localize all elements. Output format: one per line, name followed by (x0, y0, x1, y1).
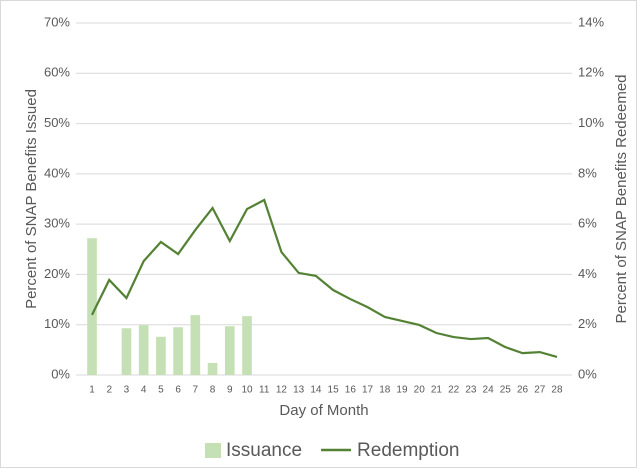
y2-tick-label: 0% (578, 366, 597, 381)
x-tick-label: 6 (175, 385, 181, 396)
x-tick-label: 17 (362, 385, 374, 396)
y-tick-label: 20% (44, 266, 70, 281)
x-tick-label: 3 (124, 385, 130, 396)
x-tick-label: 16 (345, 385, 357, 396)
bar (190, 315, 201, 375)
x-tick-label: 19 (396, 385, 408, 396)
x-tick-label: 8 (210, 385, 216, 396)
y-tick-label: 70% (44, 14, 70, 29)
x-tick-label: 1 (89, 385, 95, 396)
y2-tick-label: 6% (578, 216, 597, 231)
x-tick-label: 23 (465, 385, 477, 396)
bar (156, 336, 166, 375)
y-tick-label: 30% (44, 216, 70, 231)
y2-tick-label: 12% (578, 65, 604, 80)
bar (173, 327, 183, 375)
x-tick-label: 9 (227, 385, 233, 396)
y2-axis-title: Percent of SNAP Benefits Redeemed (613, 74, 630, 323)
x-tick-label: 26 (517, 385, 529, 396)
x-tick-label: 2 (106, 385, 112, 396)
y2-tick-label: 2% (578, 316, 597, 331)
x-tick-label: 10 (241, 385, 253, 396)
y-tick-label: 60% (44, 65, 70, 80)
bar (224, 326, 235, 375)
bar (207, 362, 218, 375)
y-tick-label: 40% (44, 165, 70, 180)
y2-tick-label: 4% (578, 266, 597, 281)
y-tick-label: 50% (44, 115, 70, 130)
x-tick-label: 13 (293, 385, 305, 396)
x-tick-label: 24 (483, 385, 495, 396)
bar (138, 325, 149, 375)
x-tick-label: 4 (141, 385, 147, 396)
x-tick-label: 7 (193, 385, 199, 396)
y-tick-label: 0% (51, 366, 70, 381)
legend-label: Issuance (226, 440, 302, 461)
x-tick-label: 28 (551, 385, 563, 396)
x-tick-label: 22 (448, 385, 460, 396)
x-tick-label: 20 (414, 385, 426, 396)
y-axis-title: Percent of SNAP Benefits Issued (23, 89, 40, 309)
legend-swatch (205, 443, 221, 458)
x-tick-label: 12 (276, 385, 288, 396)
x-tick-label: 18 (379, 385, 391, 396)
legend-label: Redemption (357, 440, 459, 461)
bar (87, 238, 97, 375)
bar (242, 316, 252, 375)
x-tick-label: 15 (328, 385, 340, 396)
bar (121, 328, 132, 375)
x-axis-title: Day of Month (279, 402, 368, 419)
x-tick-label: 21 (431, 385, 443, 396)
line (91, 198, 558, 358)
y-tick-label: 10% (44, 316, 70, 331)
x-tick-label: 14 (310, 385, 322, 396)
x-tick-label: 11 (259, 385, 270, 396)
y2-tick-label: 8% (578, 165, 597, 180)
x-tick-label: 27 (534, 385, 546, 396)
y2-tick-label: 10% (578, 115, 604, 130)
x-tick-label: 5 (158, 385, 164, 396)
x-tick-label: 25 (500, 385, 512, 396)
y2-tick-label: 14% (578, 14, 604, 29)
